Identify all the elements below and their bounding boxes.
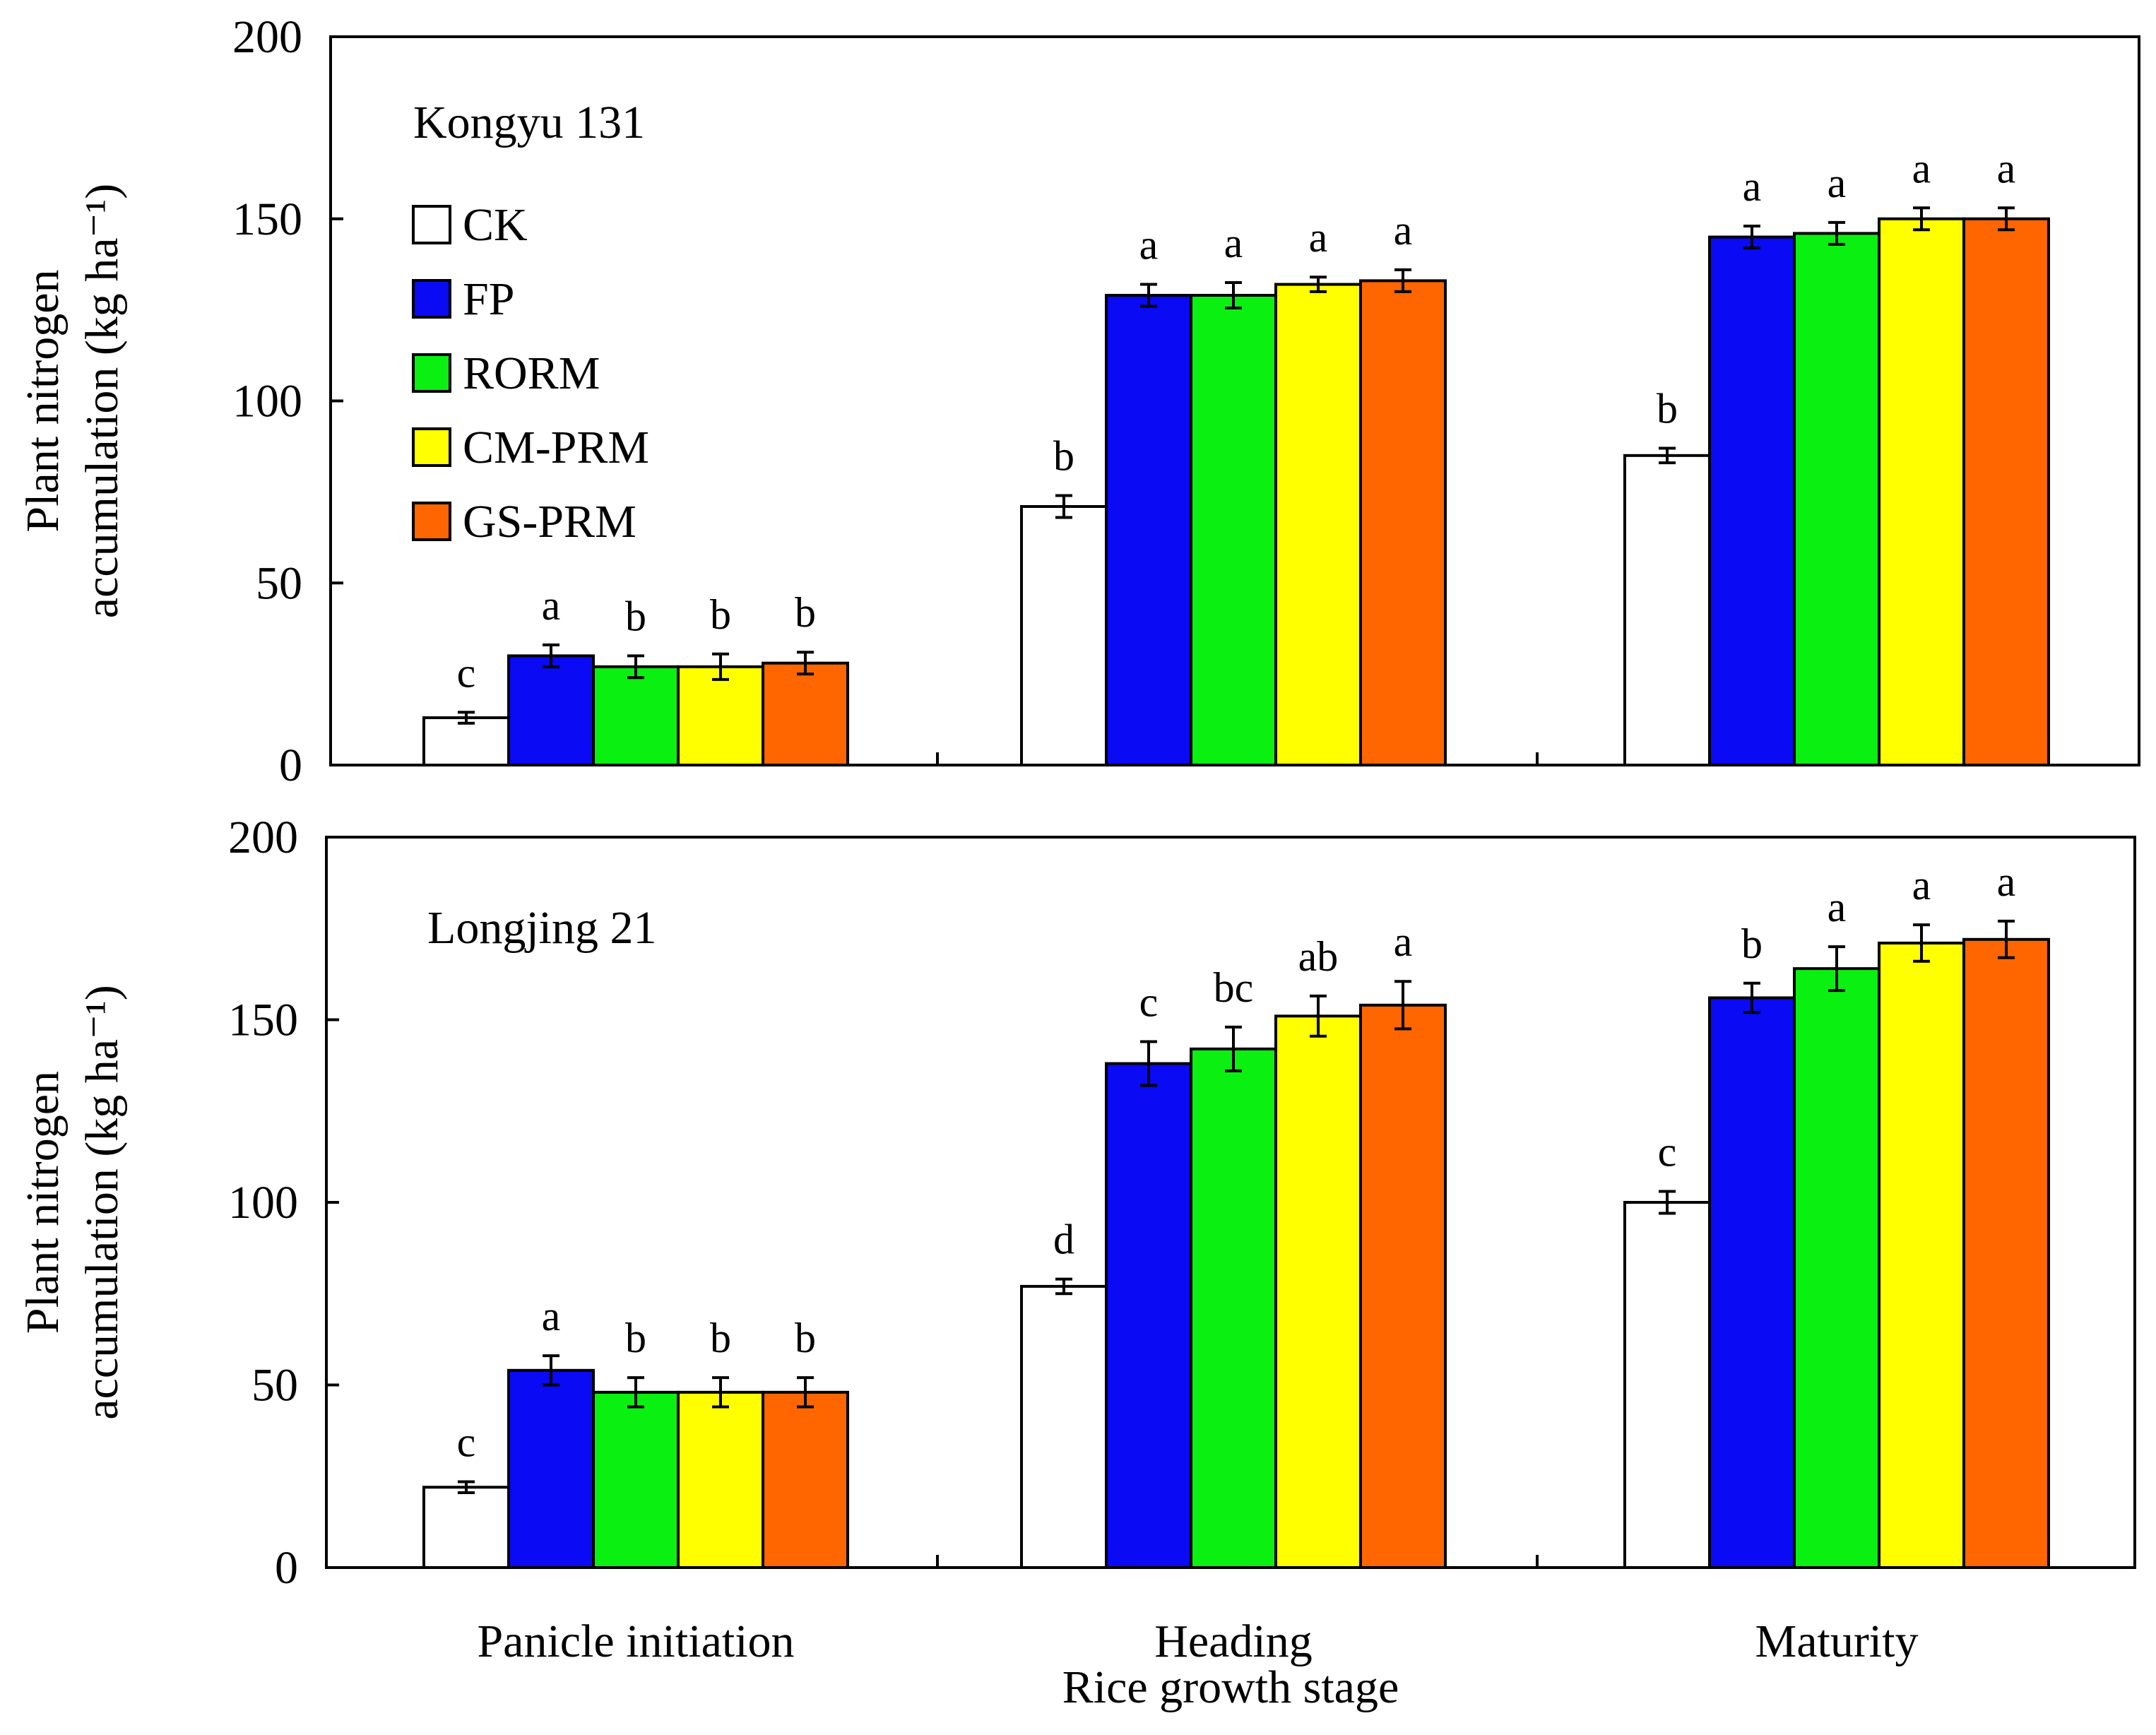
y-axis-title-line1: Plant nitrogen bbox=[17, 1071, 69, 1334]
bar-fp bbox=[1105, 1062, 1192, 1570]
x-category-label: Panicle initiation bbox=[477, 1616, 794, 1667]
significance-letter: ab bbox=[1298, 933, 1339, 980]
significance-letter: a bbox=[1828, 884, 1847, 930]
significance-letter: b bbox=[1053, 433, 1074, 480]
bar-fp bbox=[507, 1368, 595, 1569]
bar-ck bbox=[1623, 454, 1711, 766]
bar-gs-prm bbox=[1962, 217, 2050, 766]
x-category-label: Heading bbox=[1154, 1616, 1313, 1667]
x-category-label: Maturity bbox=[1755, 1616, 1919, 1667]
significance-letter: b bbox=[795, 589, 816, 636]
bar-fp bbox=[507, 654, 595, 766]
y-tick-label: 150 bbox=[228, 995, 298, 1046]
legend-label: RORM bbox=[463, 348, 600, 399]
bar-rorm bbox=[592, 665, 680, 766]
significance-letter: c bbox=[1658, 1128, 1677, 1175]
significance-letter: b bbox=[625, 593, 646, 639]
bar-ck bbox=[422, 716, 510, 766]
significance-letter: b bbox=[795, 1315, 816, 1361]
bar-gs-prm bbox=[762, 1390, 849, 1569]
y-tick-label: 0 bbox=[279, 740, 302, 791]
significance-letter: d bbox=[1053, 1216, 1074, 1263]
bar-fp bbox=[1708, 996, 1796, 1569]
legend-label: FP bbox=[463, 273, 514, 325]
legend-label: CK bbox=[463, 199, 528, 251]
significance-letter: a bbox=[1828, 160, 1847, 206]
legend-label: GS-PRM bbox=[463, 496, 636, 547]
bar-cm-prm bbox=[677, 1390, 764, 1569]
significance-letter: a bbox=[542, 1293, 561, 1339]
significance-letter: a bbox=[1309, 214, 1328, 261]
bar-cm-prm bbox=[1274, 283, 1362, 767]
y-axis-title-line1: Plant nitrogen bbox=[17, 269, 69, 532]
bar-rorm bbox=[1190, 1047, 1277, 1569]
bar-ck bbox=[422, 1486, 510, 1570]
bar-fp bbox=[1708, 235, 1796, 766]
bar-cm-prm bbox=[1274, 1014, 1362, 1569]
bar-rorm bbox=[1793, 232, 1880, 766]
significance-letter: b bbox=[625, 1315, 646, 1361]
significance-letter: a bbox=[1224, 220, 1243, 266]
significance-letter: a bbox=[1912, 862, 1931, 908]
y-tick-label: 200 bbox=[228, 812, 298, 863]
y-axis-title-line2: accumulation (kg ha⁻¹) bbox=[76, 985, 128, 1419]
bar-rorm bbox=[1190, 294, 1277, 766]
significance-letter: a bbox=[1912, 145, 1931, 191]
y-tick-label: 50 bbox=[251, 1360, 298, 1411]
significance-letter: b bbox=[1657, 386, 1678, 432]
y-axis-title-line2: accumulation (kg ha⁻¹) bbox=[76, 184, 128, 618]
cultivar-title: Kongyu 131 bbox=[413, 97, 645, 148]
bar-rorm bbox=[592, 1390, 680, 1569]
y-tick-label: 100 bbox=[232, 376, 302, 427]
bar-ck bbox=[1623, 1201, 1711, 1569]
x-axis-title: Rice growth stage bbox=[1062, 1662, 1399, 1713]
bar-gs-prm bbox=[1962, 937, 2050, 1569]
legend-swatch-fp bbox=[412, 279, 451, 319]
significance-letter: a bbox=[542, 582, 561, 629]
bar-ck bbox=[1020, 1284, 1108, 1570]
significance-letter: bc bbox=[1214, 964, 1254, 1011]
bar-cm-prm bbox=[1878, 941, 1965, 1570]
legend-swatch-cm-prm bbox=[412, 427, 451, 467]
significance-letter: a bbox=[1743, 163, 1762, 210]
bar-ck bbox=[1020, 504, 1108, 766]
y-tick-label: 50 bbox=[256, 557, 302, 609]
bar-fp bbox=[1105, 294, 1192, 766]
significance-letter: a bbox=[1139, 222, 1159, 268]
cultivar-title: Longjing 21 bbox=[427, 902, 657, 954]
bar-gs-prm bbox=[1359, 1003, 1447, 1569]
significance-letter: b bbox=[710, 1315, 731, 1361]
legend-swatch-ck bbox=[412, 205, 451, 244]
significance-letter: a bbox=[1997, 858, 2016, 905]
panel-longjing-21: 0 50 100 150 200 Plant nitrogen accumulation (… bbox=[17, 812, 2136, 1667]
bar-cm-prm bbox=[1878, 217, 1965, 766]
significance-letter: c bbox=[457, 649, 476, 696]
legend: CK FP RORM CM-PRM GS-PRM bbox=[412, 199, 649, 547]
bar-gs-prm bbox=[1359, 279, 1447, 766]
legend-label: CM-PRM bbox=[463, 422, 649, 473]
significance-letter: c bbox=[1139, 979, 1159, 1026]
legend-swatch-gs-prm bbox=[412, 502, 451, 541]
significance-letter: c bbox=[457, 1419, 476, 1466]
significance-letter: b bbox=[1741, 920, 1763, 967]
y-tick-label: 0 bbox=[275, 1542, 298, 1594]
significance-letter: a bbox=[1394, 918, 1413, 965]
y-tick-label: 100 bbox=[228, 1177, 298, 1228]
significance-letter: a bbox=[1394, 207, 1413, 254]
bar-gs-prm bbox=[762, 661, 849, 766]
significance-letter: b bbox=[710, 591, 731, 638]
legend-swatch-rorm bbox=[412, 353, 451, 393]
bar-cm-prm bbox=[677, 665, 764, 766]
significance-letter: a bbox=[1997, 145, 2016, 191]
y-tick-label: 150 bbox=[232, 194, 302, 245]
panel-kongyu-131: 0 50 100 150 200 Plant nitrogen accumulation (… bbox=[17, 11, 2140, 791]
y-tick-label: 200 bbox=[232, 11, 302, 63]
bar-rorm bbox=[1793, 967, 1880, 1569]
